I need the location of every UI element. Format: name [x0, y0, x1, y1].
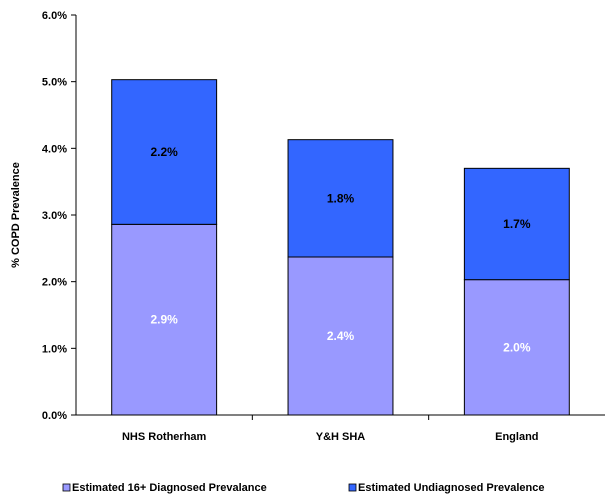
data-label: 2.0%: [503, 340, 531, 354]
x-tick-label: Y&H SHA: [316, 431, 366, 443]
y-axis-label: % COPD Prevalence: [10, 162, 22, 268]
bar-segment-diagnosed: [111, 223, 218, 416]
y-tick-label: 1.0%: [42, 343, 67, 355]
bar-segment-undiagnosed: [287, 139, 394, 258]
legend-item-diagnosed: Estimated 16+ Diagnosed Prevalance: [62, 482, 267, 494]
legend-label: Estimated 16+ Diagnosed Prevalance: [72, 482, 267, 494]
y-tick-labels: 0.0% 1.0% 2.0% 3.0% 4.0% 5.0% 6.0%: [42, 10, 67, 422]
data-label: 1.8%: [327, 191, 355, 205]
data-label: 2.4%: [327, 329, 355, 343]
bar-segment-diagnosed: [287, 256, 394, 416]
y-tick-label: 6.0%: [42, 10, 67, 22]
bar-segment-undiagnosed: [463, 167, 570, 281]
bars: 2.9% 2.2% 2.4% 1.8% 2.0% 1.7%: [111, 79, 570, 416]
bar-segment-undiagnosed: [111, 79, 218, 225]
y-tick-label: 3.0%: [42, 210, 67, 222]
legend-label: Estimated Undiagnosed Prevalence: [358, 482, 544, 494]
legend-swatch: [62, 483, 71, 492]
x-tick-labels: NHS Rotherham Y&H SHA England: [122, 431, 539, 443]
legend-item-undiagnosed: Estimated Undiagnosed Prevalence: [348, 482, 544, 494]
data-label: 1.7%: [503, 217, 531, 231]
bar-segment-diagnosed: [463, 279, 570, 416]
data-label: 2.9%: [150, 313, 178, 327]
legend: Estimated 16+ Diagnosed Prevalance Estima…: [62, 482, 544, 494]
legend-swatch: [348, 483, 357, 492]
y-tick-label: 5.0%: [42, 77, 67, 89]
y-tick-label: 4.0%: [42, 143, 67, 155]
y-tick-label: 0.0%: [42, 410, 67, 422]
x-tick-label: England: [495, 431, 538, 443]
y-tick-label: 2.0%: [42, 277, 67, 289]
x-tick-label: NHS Rotherham: [122, 431, 207, 443]
data-label: 2.2%: [150, 145, 178, 159]
